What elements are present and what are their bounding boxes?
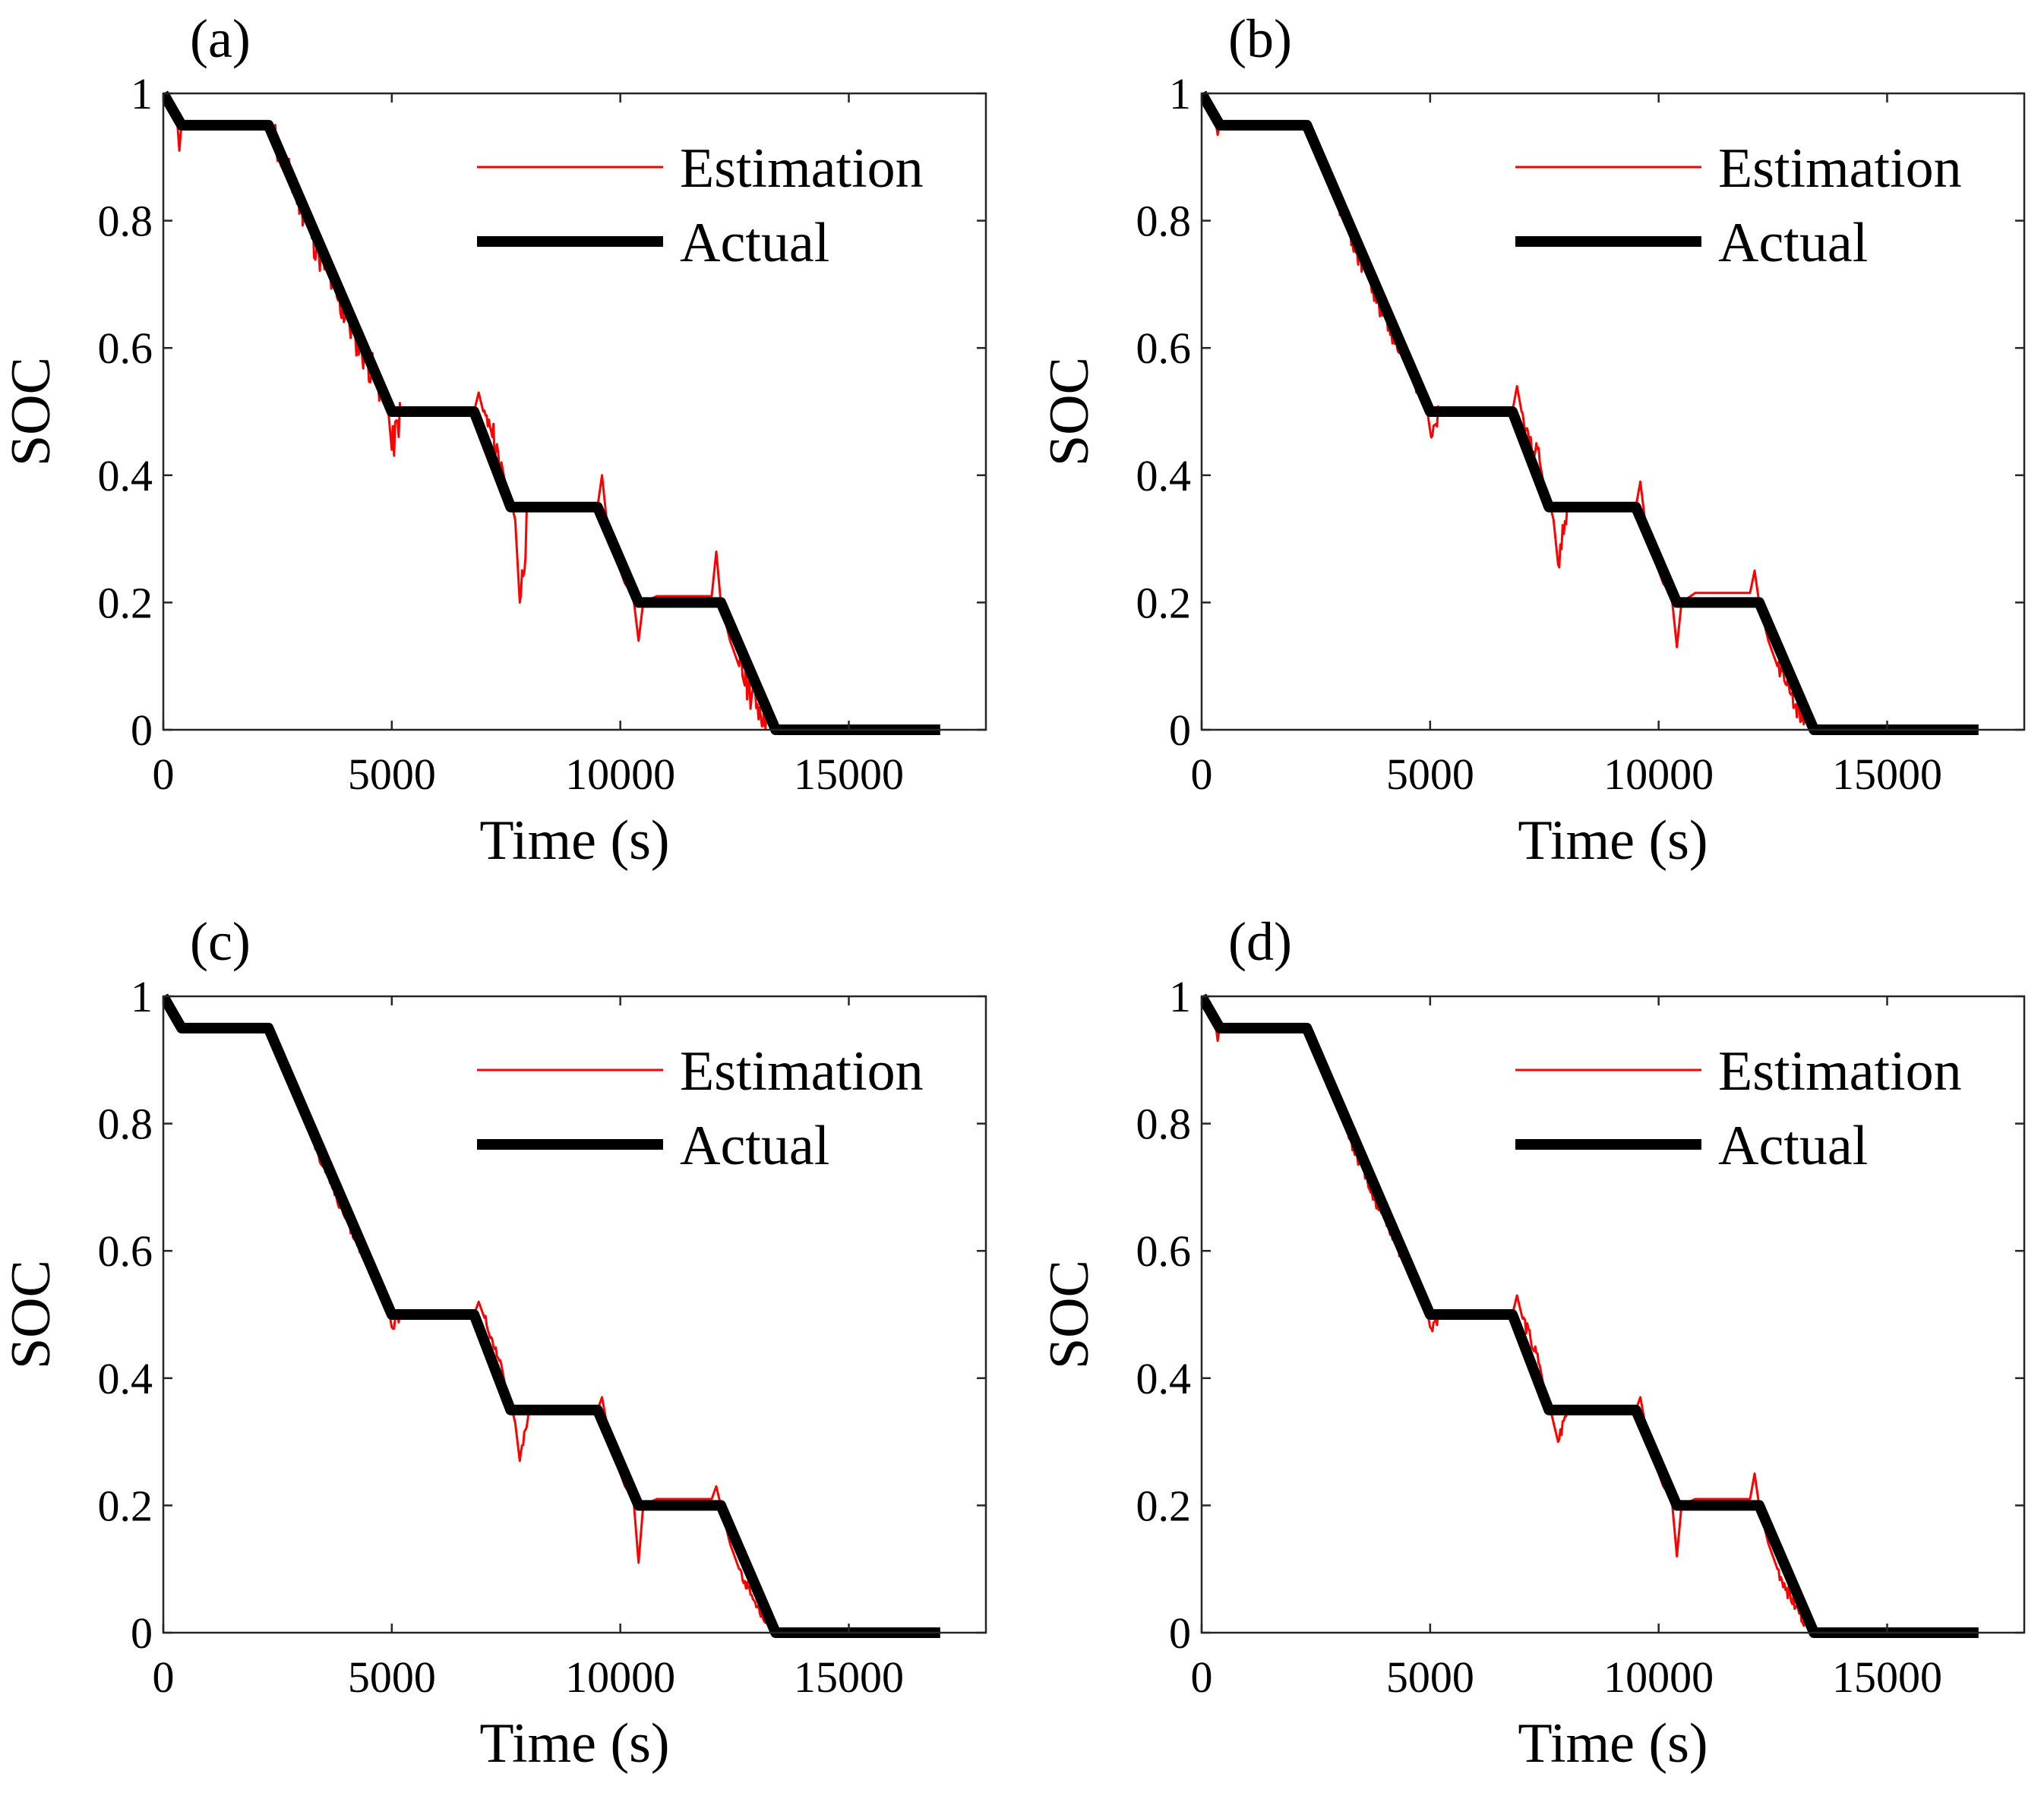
- axes-box: [162, 995, 987, 1634]
- series-actual-line: [1202, 90, 1979, 735]
- x-tick-label: 5000: [1386, 1652, 1474, 1702]
- y-tick-label: 1: [1169, 69, 1191, 118]
- y-tick-label: 0.2: [1136, 1481, 1192, 1530]
- panel-label: (a): [190, 8, 251, 69]
- legend-label-estimation: Estimation: [680, 1040, 924, 1103]
- y-axis-label: SOC: [0, 357, 62, 466]
- legend-label-estimation: Estimation: [1718, 1040, 1962, 1103]
- series-actual-line: [163, 993, 940, 1638]
- y-tick-label: 0.8: [98, 197, 153, 246]
- panel-a: 0 5000 10000 15000 0 0.2 0.4 0.6 0.8 1 Time (s) SOC…: [0, 8, 987, 872]
- y-tick-label: 1: [131, 972, 153, 1021]
- y-axis-label: SOC: [1038, 1260, 1101, 1369]
- panel-label: (b): [1228, 8, 1292, 69]
- axes-box: [1200, 995, 2026, 1634]
- y-tick-label: 1: [1169, 972, 1191, 1021]
- x-tick-label: 10000: [565, 750, 675, 799]
- y-axis-label: SOC: [0, 1260, 62, 1369]
- y-tick-label: 0.6: [1136, 1226, 1192, 1276]
- series-group: [163, 90, 940, 735]
- y-tick-label: 0.8: [98, 1100, 153, 1149]
- x-tick-label: 10000: [565, 1652, 675, 1702]
- y-tick-label: 0.6: [1136, 324, 1192, 373]
- y-tick-label: 0: [1169, 705, 1191, 755]
- y-tick-label: 0.2: [98, 1481, 153, 1530]
- legend-label-actual: Actual: [1718, 1115, 1868, 1177]
- axes-box: [1200, 92, 2026, 731]
- panel-b: 0 5000 10000 15000 0 0.2 0.4 0.6 0.8 1 Time (s) SOC…: [1038, 8, 2026, 872]
- x-tick-label: 15000: [794, 1652, 904, 1702]
- y-tick-label: 0.2: [98, 578, 153, 627]
- y-tick-label: 0.4: [1136, 1354, 1192, 1403]
- x-axis-label: Time (s): [1518, 1712, 1708, 1775]
- y-tick-label: 0: [131, 705, 153, 755]
- y-tick-label: 0: [1169, 1608, 1191, 1658]
- y-tick-label: 0.8: [1136, 1100, 1192, 1149]
- x-tick-label: 10000: [1603, 1652, 1714, 1702]
- y-tick-label: 0.2: [1136, 578, 1192, 627]
- x-axis-label: Time (s): [1518, 810, 1708, 872]
- x-tick-label: 0: [153, 750, 175, 799]
- x-tick-label: 0: [1191, 1652, 1213, 1702]
- axes-box: [162, 92, 987, 731]
- panel-d: 0 5000 10000 15000 0 0.2 0.4 0.6 0.8 1 Time (s) SOC…: [1038, 911, 2026, 1775]
- series-group: [1202, 90, 1979, 735]
- y-tick-label: 1: [131, 69, 153, 118]
- x-tick-label: 5000: [1386, 750, 1474, 799]
- x-tick-label: 15000: [1832, 750, 1942, 799]
- legend-label-actual: Actual: [680, 212, 829, 274]
- series-actual-line: [1202, 993, 1979, 1638]
- panel-label: (d): [1228, 911, 1292, 972]
- y-tick-label: 0.4: [98, 1354, 153, 1403]
- x-tick-label: 5000: [348, 1652, 436, 1702]
- x-tick-label: 10000: [1603, 750, 1714, 799]
- x-tick-label: 15000: [1832, 1652, 1942, 1702]
- x-tick-label: 0: [1191, 750, 1213, 799]
- y-tick-label: 0.4: [1136, 451, 1192, 500]
- x-tick-label: 5000: [348, 750, 436, 799]
- legend: Estimation Actual: [1515, 1040, 1962, 1177]
- y-tick-label: 0: [131, 1608, 153, 1658]
- y-tick-label: 0.6: [98, 1226, 153, 1276]
- x-tick-label: 15000: [794, 750, 904, 799]
- y-tick-label: 0.4: [98, 451, 153, 500]
- x-tick-label: 0: [153, 1652, 175, 1702]
- y-tick-label: 0.8: [1136, 197, 1192, 246]
- series-group: [1202, 993, 1979, 1638]
- panel-label: (c): [190, 911, 251, 972]
- series-group: [163, 993, 940, 1638]
- series-actual-line: [163, 90, 940, 735]
- legend-label-actual: Actual: [1718, 212, 1868, 274]
- legend-label-estimation: Estimation: [680, 137, 924, 200]
- y-axis-label: SOC: [1038, 357, 1101, 466]
- legend: Estimation Actual: [477, 137, 924, 274]
- legend: Estimation Actual: [1515, 137, 1962, 274]
- legend-label-actual: Actual: [680, 1115, 829, 1177]
- x-axis-label: Time (s): [479, 1712, 669, 1775]
- x-axis-label: Time (s): [479, 810, 669, 872]
- legend: Estimation Actual: [477, 1040, 924, 1177]
- legend-label-estimation: Estimation: [1718, 137, 1962, 200]
- y-tick-label: 0.6: [98, 324, 153, 373]
- panel-c: 0 5000 10000 15000 0 0.2 0.4 0.6 0.8 1 Time (s) SOC…: [0, 911, 987, 1775]
